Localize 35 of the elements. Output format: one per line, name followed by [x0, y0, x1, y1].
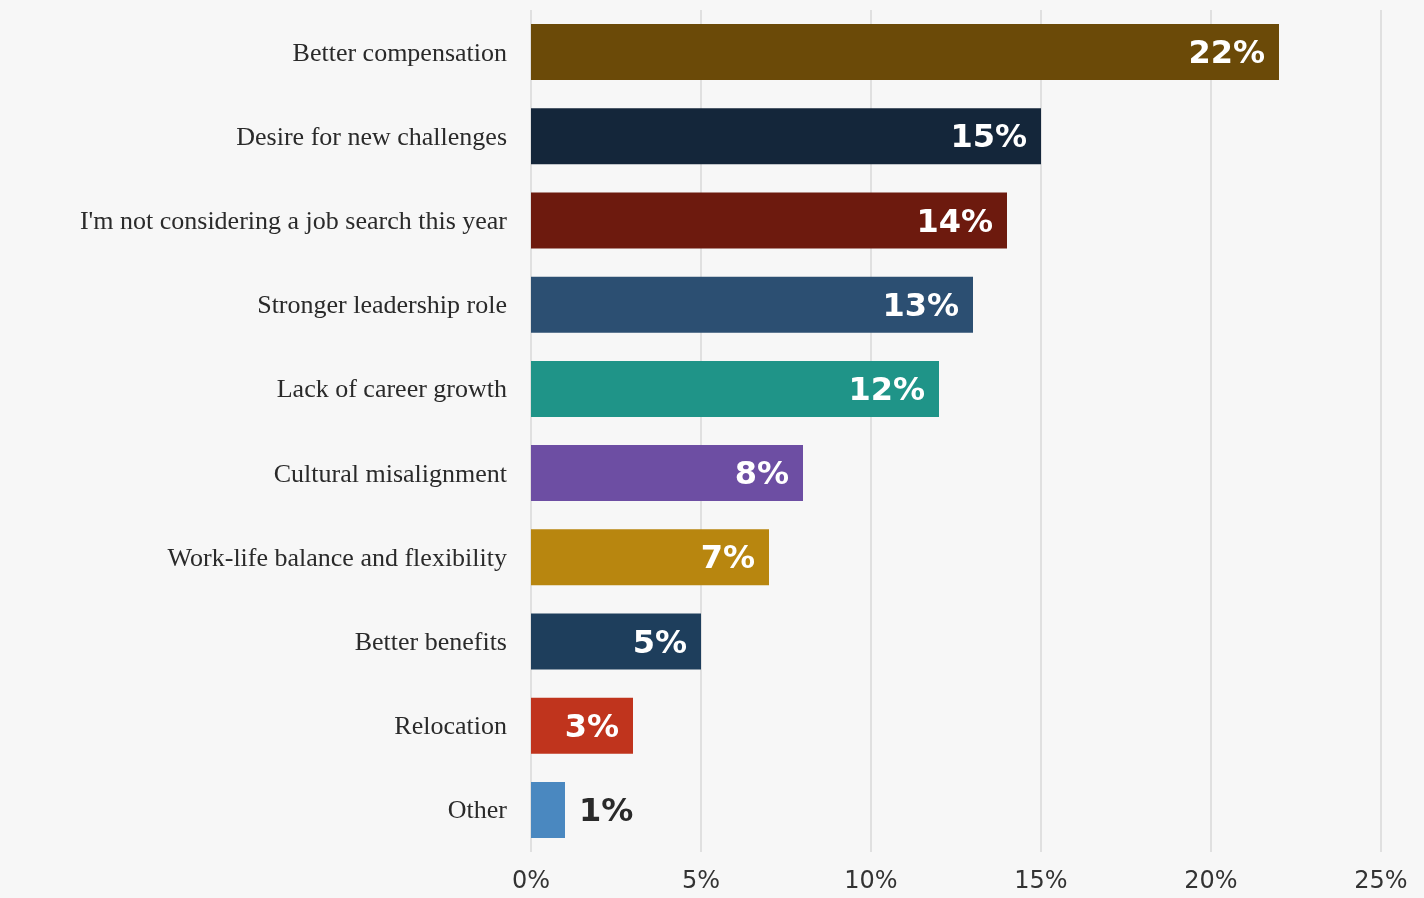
y-tick-label: Relocation: [394, 711, 507, 741]
data-label: 1%: [579, 790, 634, 829]
y-tick-label: Other: [447, 795, 508, 825]
bar: [531, 24, 1279, 81]
bar: [531, 360, 939, 417]
data-label: 22%: [1188, 33, 1265, 72]
y-tick-label: Work-life balance and flexibility: [167, 542, 507, 572]
bar: [531, 613, 701, 670]
y-tick-label: Better benefits: [354, 627, 507, 656]
data-label: 7%: [700, 538, 755, 577]
bar: [531, 192, 1007, 249]
y-tick-label: Better compensation: [292, 37, 507, 67]
data-label: 14%: [916, 201, 993, 240]
bar: [531, 781, 565, 838]
x-tick-label: 0%: [511, 866, 551, 894]
x-tick-label: 25%: [1354, 866, 1408, 894]
bar: [531, 108, 1041, 165]
data-label: 12%: [848, 369, 925, 408]
data-label: 13%: [882, 285, 959, 324]
y-tick-label: I'm not considering a job search this year: [79, 206, 508, 235]
y-tick-label: Lack of career growth: [276, 374, 507, 404]
bar: [531, 445, 803, 502]
y-tick-label: Stronger leadership role: [257, 290, 507, 320]
data-label: 3%: [564, 706, 619, 745]
data-label: 8%: [734, 454, 789, 493]
x-tick-label: 20%: [1184, 866, 1238, 894]
x-tick-label: 10%: [844, 866, 898, 894]
y-tick-label: Desire for new challenges: [236, 121, 507, 151]
x-tick-label: 15%: [1014, 866, 1068, 894]
data-label: 5%: [632, 622, 687, 661]
bar: [531, 276, 973, 333]
bar: [531, 529, 769, 586]
data-label: 15%: [950, 117, 1027, 156]
y-tick-label: Cultural misalignment: [273, 458, 508, 488]
x-tick-label: 5%: [681, 866, 721, 894]
